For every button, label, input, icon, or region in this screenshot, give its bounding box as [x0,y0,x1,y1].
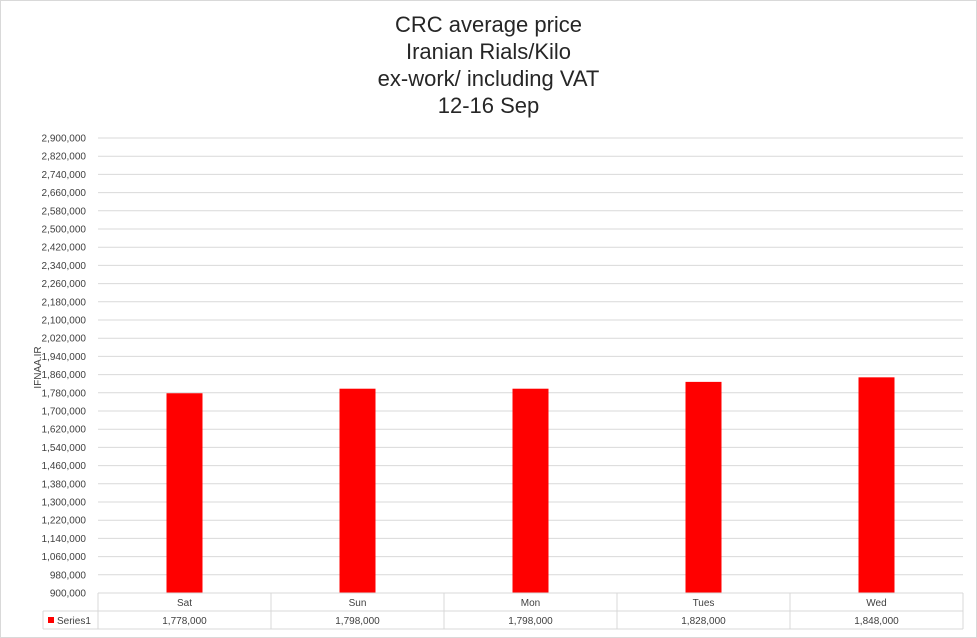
chart-title: CRC average price Iranian Rials/Kilo ex-… [1,11,976,119]
y-tick-label: 2,580,000 [42,206,87,217]
x-category-label: Wed [866,598,886,609]
y-tick-label: 1,860,000 [42,370,87,381]
x-category-label: Mon [521,598,540,609]
y-tick-label: 2,900,000 [42,134,87,145]
legend-series-name: Series1 [57,616,91,627]
y-tick-label: 1,460,000 [42,461,87,472]
y-tick-label: 2,660,000 [42,188,87,199]
data-table-value: 1,798,000 [508,616,553,627]
y-tick-label: 2,820,000 [42,152,87,163]
x-category-label: Sun [349,598,367,609]
y-tick-label: 1,220,000 [42,516,87,527]
y-tick-label: 1,700,000 [42,407,87,418]
bar-sat [166,393,203,593]
y-tick-label: 2,740,000 [42,170,87,181]
y-tick-label: 1,540,000 [42,443,87,454]
chart-title-line-3: ex-work/ including VAT [377,66,600,91]
y-tick-label: 1,060,000 [42,552,87,563]
data-table-value: 1,828,000 [681,616,726,627]
y-tick-label: 900,000 [50,589,87,600]
bar-sun [339,388,376,593]
y-tick-label: 980,000 [50,570,87,581]
x-category-label: Sat [177,598,192,609]
bar-mon [512,388,549,593]
y-tick-label: 1,940,000 [42,352,87,363]
y-tick-label: 2,500,000 [42,225,87,236]
chart-title-line-1: CRC average price [394,12,583,37]
y-axis-label: IFNAA.IR [33,346,44,388]
bar-wed [858,377,895,593]
y-tick-label: 2,180,000 [42,297,87,308]
x-category-label: Tues [693,598,715,609]
legend-swatch [48,617,54,623]
data-table-value: 1,798,000 [335,616,380,627]
y-tick-label: 1,780,000 [42,388,87,399]
y-tick-label: 2,420,000 [42,243,87,254]
bar-tues [685,381,722,593]
y-tick-label: 1,300,000 [42,498,87,509]
y-tick-label: 2,100,000 [42,316,87,327]
y-tick-label: 1,140,000 [42,534,87,545]
chart-title-line-2: Iranian Rials/Kilo [405,39,572,64]
y-tick-label: 1,620,000 [42,425,87,436]
y-tick-label: 2,020,000 [42,334,87,345]
y-tick-label: 1,380,000 [42,479,87,490]
chart-title-line-4: 12-16 Sep [437,93,540,118]
y-tick-label: 2,260,000 [42,279,87,290]
data-table-value: 1,848,000 [854,616,899,627]
y-tick-label: 2,340,000 [42,261,87,272]
data-table-value: 1,778,000 [162,616,207,627]
